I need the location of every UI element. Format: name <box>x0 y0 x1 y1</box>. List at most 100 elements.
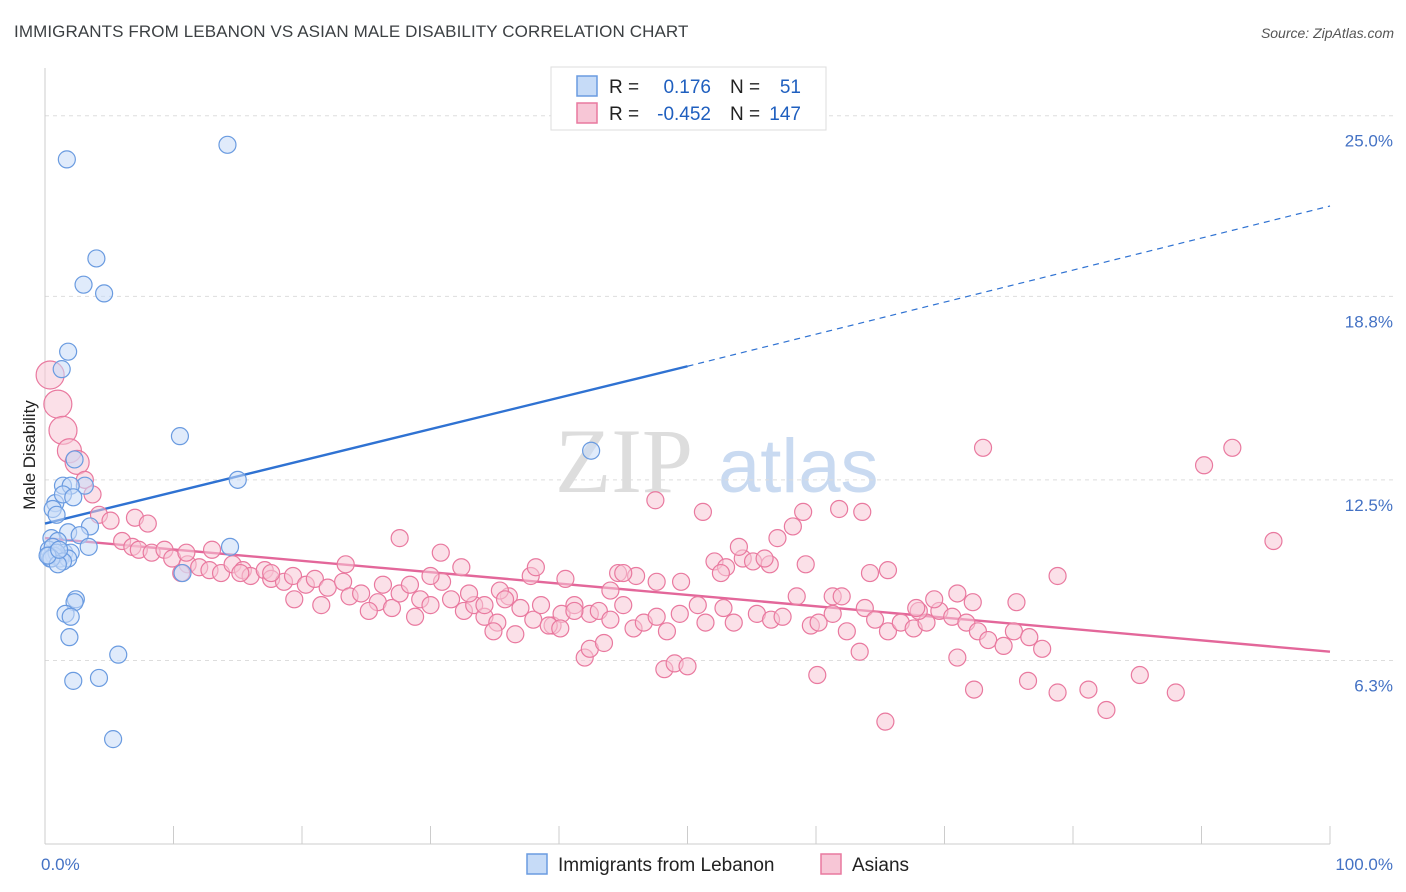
point-asians <box>382 598 402 618</box>
legend-bottom-swatch-pink <box>820 853 842 875</box>
point-asians <box>138 514 157 533</box>
point-asians <box>359 601 378 621</box>
point-lebanon <box>57 150 76 169</box>
point-asians <box>787 587 806 606</box>
legend-bottom-swatch-blue <box>526 853 548 875</box>
point-asians <box>312 596 331 615</box>
point-asians <box>1018 671 1038 690</box>
point-asians <box>646 491 665 510</box>
point-asians <box>202 540 222 559</box>
point-asians <box>1033 639 1052 658</box>
point-asians <box>43 389 73 419</box>
point-asians <box>696 613 715 632</box>
legend-top: R = 0.176 N = 51 R = -0.452 N = 147 <box>550 66 827 131</box>
legend-n-value: 147 <box>769 104 801 125</box>
point-asians <box>973 438 993 457</box>
point-asians <box>452 558 471 577</box>
point-lebanon <box>52 360 71 379</box>
watermark-atlas: atlas <box>718 424 879 509</box>
point-asians <box>1020 628 1039 647</box>
point-asians <box>830 499 849 519</box>
point-asians <box>614 596 633 615</box>
point-asians <box>671 572 691 591</box>
point-asians <box>459 584 479 603</box>
x-tick-label: 0.0% <box>41 855 80 874</box>
point-asians <box>724 613 743 632</box>
y-tick-label: 6.3% <box>1354 676 1393 695</box>
point-asians <box>796 555 815 574</box>
point-asians <box>441 590 461 609</box>
y-tick-label: 25.0% <box>1345 132 1393 151</box>
point-asians <box>405 607 425 626</box>
point-asians <box>352 584 371 603</box>
point-asians <box>1004 622 1023 641</box>
point-asians <box>1007 593 1026 612</box>
point-asians <box>963 593 982 612</box>
point-asians <box>808 665 827 685</box>
point-asians <box>688 596 707 615</box>
point-asians <box>283 566 303 586</box>
legend-bottom-label-asians: Asians <box>852 855 909 876</box>
point-asians <box>794 502 813 521</box>
point-lebanon <box>228 470 247 489</box>
point-asians <box>1097 700 1116 720</box>
trend-lines <box>44 205 1331 653</box>
trend-line-lebanon-extension <box>687 205 1331 367</box>
point-lebanon <box>95 284 114 303</box>
point-lebanon <box>47 505 66 524</box>
point-asians <box>601 610 620 629</box>
point-asians <box>262 563 281 583</box>
legend-bottom-label-lebanon: Immigrants from Lebanon <box>558 855 775 876</box>
point-asians <box>773 607 792 626</box>
chart-title: IMMIGRANTS FROM LEBANON VS ASIAN MALE DI… <box>14 22 689 41</box>
point-asians <box>421 566 440 586</box>
point-asians <box>614 563 633 583</box>
point-asians <box>318 578 337 597</box>
point-asians <box>565 601 584 621</box>
point-asians <box>231 563 250 583</box>
point-lebanon <box>109 645 128 664</box>
point-asians <box>809 613 828 632</box>
legend-r-label: R = <box>609 104 639 125</box>
trend-line-lebanon <box>44 365 688 525</box>
point-lebanon <box>582 441 601 460</box>
point-lebanon <box>87 249 106 268</box>
point-asians <box>979 630 998 650</box>
y-tick-label: 18.8% <box>1345 312 1393 331</box>
legend-n-label: N = <box>730 77 760 98</box>
point-asians <box>832 587 851 606</box>
point-lebanon <box>61 607 80 626</box>
y-axis-label: Male Disability <box>20 400 39 510</box>
point-asians <box>431 543 450 562</box>
point-asians <box>850 642 869 661</box>
legend-bottom: Immigrants from Lebanon Asians <box>526 853 909 876</box>
point-asians <box>475 596 494 615</box>
point-asians <box>670 604 689 623</box>
point-asians <box>594 633 614 653</box>
point-lebanon <box>220 537 240 556</box>
point-asians <box>948 648 967 667</box>
point-lebanon <box>89 668 109 688</box>
y-tick-label: 12.5% <box>1345 496 1393 515</box>
series-immigrants-from-lebanon <box>38 135 601 749</box>
point-asians <box>101 511 120 530</box>
point-lebanon <box>50 540 69 559</box>
point-asians <box>305 569 324 588</box>
point-asians <box>907 598 926 618</box>
point-asians <box>1223 438 1242 457</box>
point-asians <box>855 598 874 618</box>
point-asians <box>783 517 802 536</box>
point-asians <box>837 622 856 641</box>
point-asians <box>1194 456 1214 475</box>
point-asians <box>657 622 677 641</box>
point-asians <box>853 502 872 521</box>
point-asians <box>1048 683 1067 702</box>
legend-r-label: R = <box>609 77 639 98</box>
point-lebanon <box>64 488 83 507</box>
point-asians <box>531 596 551 615</box>
chart-source: Source: ZipAtlas.com <box>1260 25 1394 41</box>
point-asians <box>285 590 304 609</box>
point-asians <box>511 598 530 618</box>
x-tick-label: 100.0% <box>1335 855 1393 874</box>
